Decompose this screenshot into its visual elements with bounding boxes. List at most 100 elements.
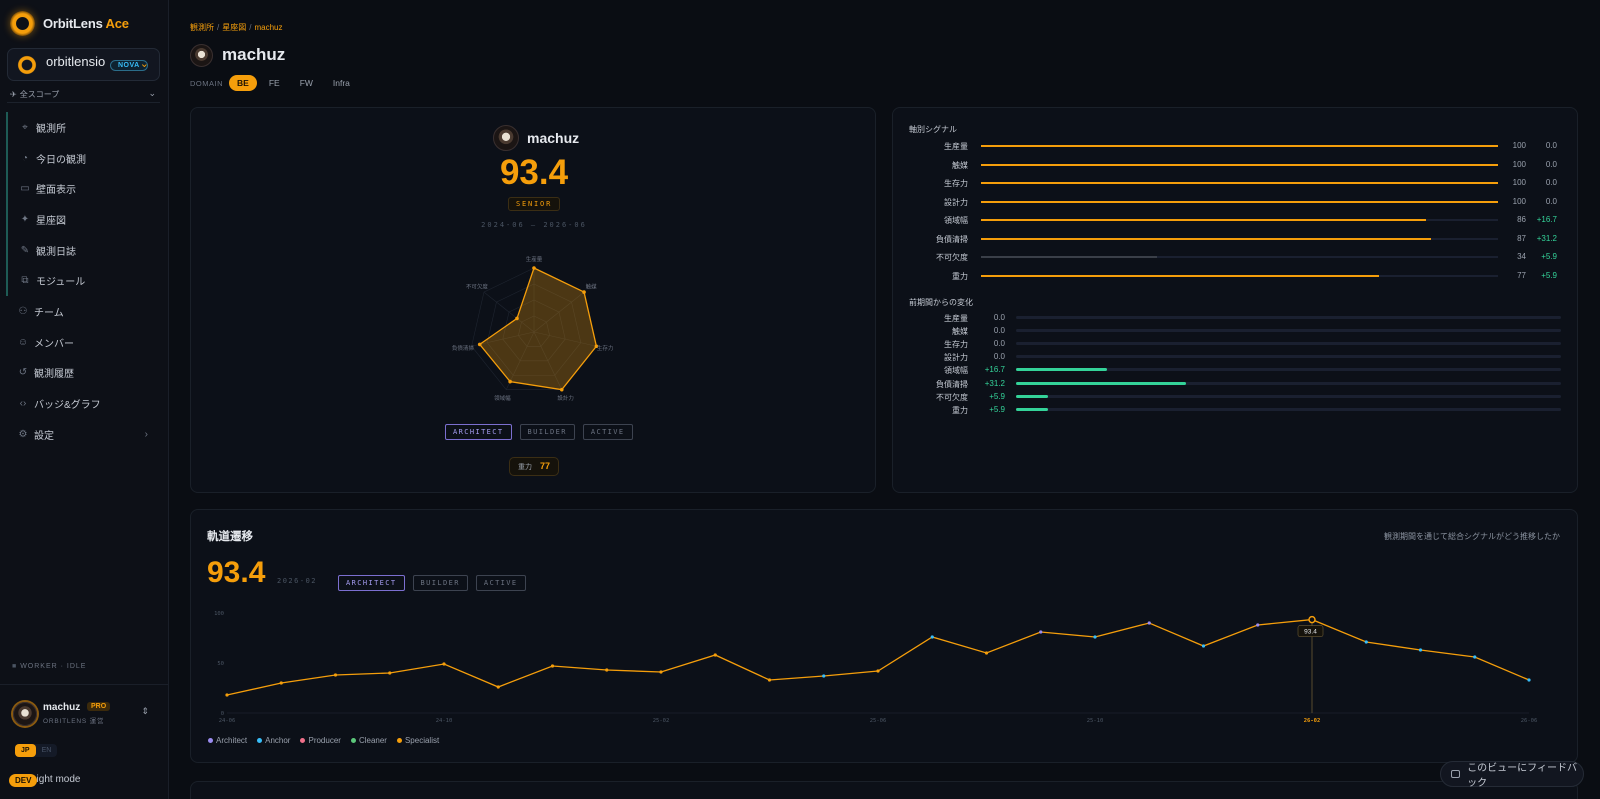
data-point[interactable]: [1147, 621, 1151, 625]
radar-grid: [502, 299, 566, 362]
highlight-label-box: [1297, 625, 1324, 637]
change-name: 重力: [952, 405, 968, 415]
signal-fill: [981, 163, 1498, 166]
data-point[interactable]: [1201, 644, 1206, 648]
sidebar-item[interactable]: ‹› バッジ&グラフ: [6, 388, 162, 419]
data-point[interactable]: [388, 671, 392, 675]
y-tick-label: 0: [221, 711, 224, 717]
org-switcher[interactable]: orbitlensio NOVA ⌄: [7, 48, 160, 81]
data-point[interactable]: [1093, 635, 1097, 639]
radar-spoke: [533, 291, 585, 333]
tab-be[interactable]: BE: [229, 75, 257, 91]
profile-header: machuz: [493, 125, 579, 151]
sidebar-item[interactable]: ⚙ 設定 ›: [6, 419, 162, 450]
tab-fe[interactable]: FE: [268, 78, 280, 88]
light-mode-toggle[interactable]: Light mode: [31, 774, 81, 785]
avatar: [13, 702, 37, 726]
y-tick-label: 50: [217, 661, 224, 667]
user-menu[interactable]: machuz PRO ORBITLENS 運営 ⇕: [0, 684, 169, 734]
data-point[interactable]: [1527, 678, 1531, 682]
signals-title: 軸別シグナル: [909, 125, 957, 134]
tag-architect: ARCHITECT: [445, 424, 512, 440]
sidebar-item-label: バッジ&グラフ: [34, 400, 101, 412]
x-tick-label: 24-06: [219, 718, 236, 724]
tab-infra[interactable]: Infra: [332, 78, 350, 88]
data-point[interactable]: [1364, 640, 1368, 644]
signal-delta: 0.0: [1545, 196, 1557, 206]
sidebar-item[interactable]: ◔ 今日の観測: [6, 142, 162, 174]
signal-fill: [981, 200, 1498, 203]
signal-row: 設計力 100 0.0: [893, 193, 1579, 211]
sidebar-item[interactable]: ☺ メンバー: [6, 327, 162, 358]
sidebar-item[interactable]: ⧉ モジュール: [6, 265, 162, 297]
data-point[interactable]: [767, 678, 772, 682]
trajectory-subtitle: 観測期間を通じて総合シグナルがどう推移したか: [1384, 532, 1560, 541]
change-name: 不可欠度: [936, 392, 968, 402]
x-tick-label: 26-06: [1521, 718, 1538, 724]
data-point[interactable]: [659, 670, 663, 674]
radar-spoke: [533, 331, 563, 390]
data-point[interactable]: [1418, 648, 1423, 652]
profile-score: 93.4: [499, 153, 569, 192]
radar-point: [582, 290, 586, 294]
radar-axis-label: 不可欠度: [466, 282, 489, 290]
sidebar-item[interactable]: ⌖ 観測所: [6, 112, 162, 143]
data-point[interactable]: [713, 653, 717, 657]
data-point[interactable]: [1039, 630, 1043, 634]
brand-name: OrbitLens Ace: [43, 16, 129, 31]
radar-axis-label: 負債清掃: [452, 344, 475, 352]
data-point[interactable]: [333, 673, 338, 677]
signal-fill: [981, 256, 1157, 258]
plan-badge: PRO: [87, 702, 111, 711]
breadcrumb-item[interactable]: 観測所: [190, 23, 214, 32]
data-point[interactable]: [1308, 615, 1316, 624]
legend-label: Anchor: [265, 736, 291, 745]
signal-fill: [981, 145, 1498, 147]
sidebar-item[interactable]: ↺ 観測履歴: [6, 358, 162, 389]
feedback-button[interactable]: このビューにフィードバック: [1440, 761, 1584, 789]
chevron-down-icon: ⌄: [139, 58, 149, 70]
trajectory-date: 2026-02: [277, 577, 318, 585]
data-point[interactable]: [984, 651, 989, 655]
members-icon: ☺: [17, 336, 29, 348]
signals-card: 軸別シグナル 生産量 100 0.0 触媒 100 0.0 生存力 100 0.0 設計力 100 0…: [892, 107, 1578, 493]
signal-name: 負債清掃: [936, 234, 968, 244]
tag-architect: ARCHITECT: [338, 575, 405, 591]
sparkles-icon: ✦: [20, 213, 30, 225]
signal-delta: 0.0: [1545, 141, 1557, 150]
legend-label: Architect: [216, 736, 248, 745]
data-point[interactable]: [876, 669, 880, 673]
data-point[interactable]: [442, 662, 446, 666]
data-point[interactable]: [1256, 623, 1260, 627]
lang-en-button[interactable]: EN: [41, 747, 52, 754]
data-point[interactable]: [822, 674, 826, 678]
legend-item: Cleaner: [350, 736, 387, 745]
data-point[interactable]: [930, 635, 934, 639]
lang-jp-button[interactable]: JP: [15, 744, 36, 757]
profile-period: 2024-06 — 2026-06: [481, 221, 587, 229]
data-point[interactable]: [279, 681, 283, 685]
radar-point: [594, 344, 599, 349]
sidebar-item[interactable]: ✎ 観測日誌: [6, 234, 162, 266]
data-point[interactable]: [550, 664, 555, 668]
orbit-logo-icon: [10, 11, 35, 36]
breadcrumb-item[interactable]: 星座図: [222, 23, 247, 32]
scope-select[interactable]: ✈ 全スコープ ⌄: [7, 87, 160, 103]
code-icon: ‹›: [19, 398, 27, 410]
data-point[interactable]: [225, 693, 229, 697]
sidebar-item-label: チーム: [34, 307, 64, 319]
brand[interactable]: OrbitLens Ace: [10, 11, 129, 36]
sidebar-item[interactable]: ▭ 壁面表示: [6, 173, 162, 205]
sidebar-item[interactable]: ✦ 星座図: [6, 204, 162, 235]
change-fill: [1016, 368, 1107, 372]
signal-name: 生存力: [944, 179, 968, 188]
radar-grid: [518, 315, 550, 347]
data-point[interactable]: [605, 668, 609, 672]
data-point[interactable]: [496, 685, 500, 689]
tab-fw[interactable]: FW: [299, 78, 313, 88]
sidebar-item-label: 観測日誌: [36, 246, 76, 258]
sidebar-item[interactable]: ⚇ チーム: [6, 296, 162, 327]
trajectory-card: 軌道遷移 観測期間を通じて総合シグナルがどう推移したか 93.4 2026-02…: [190, 509, 1578, 763]
data-point[interactable]: [1473, 655, 1477, 659]
signal-row: 触媒 100 0.0: [893, 156, 1579, 174]
